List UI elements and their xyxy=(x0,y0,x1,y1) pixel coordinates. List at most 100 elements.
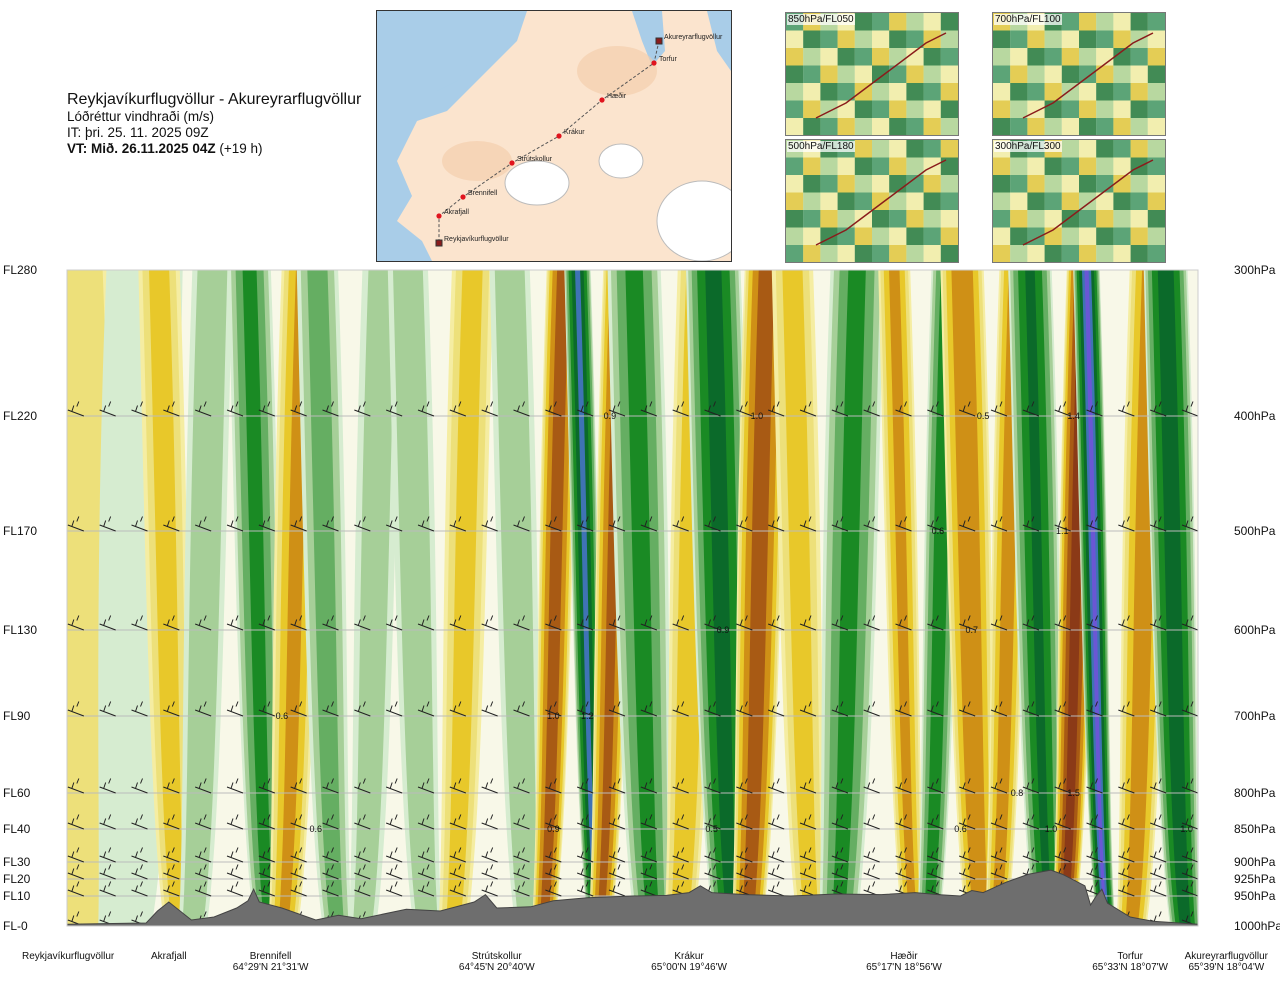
mini-map-cell xyxy=(906,65,924,83)
mini-map-cell xyxy=(1113,13,1131,31)
mini-map-700hpa[interactable]: 700hPa/FL100 xyxy=(992,12,1166,136)
wind-barb xyxy=(831,864,849,880)
mini-map-cell xyxy=(1044,157,1062,175)
mini-map-300hpa[interactable]: 300hPa/FL300 xyxy=(992,139,1166,263)
mini-map-cell xyxy=(803,210,821,228)
wind-barb xyxy=(1181,516,1198,532)
mini-map-cell xyxy=(1130,48,1148,66)
wind-barb xyxy=(990,864,1008,880)
location-name: Akureyrarflugvöllur xyxy=(1184,951,1268,962)
velocity-band xyxy=(951,270,990,926)
wind-barb xyxy=(1181,881,1198,897)
mini-map-cell xyxy=(1147,83,1165,101)
wind-barb xyxy=(958,814,976,830)
mini-map-cell xyxy=(1061,118,1079,136)
fl-label: FL40 xyxy=(3,822,31,836)
wind-barb xyxy=(322,847,339,863)
mini-map-cell xyxy=(1130,83,1148,101)
wind-barb xyxy=(640,516,658,532)
mini-map-cell xyxy=(1010,210,1028,228)
wind-barb xyxy=(736,516,753,532)
mini-map-cell xyxy=(1096,30,1114,48)
wind-barb xyxy=(863,401,880,417)
wind-barb xyxy=(36,262,52,270)
wind-barb xyxy=(67,701,85,717)
mini-map-cell xyxy=(1079,157,1097,175)
wind-barb xyxy=(513,847,530,863)
mini-map-cell xyxy=(1113,118,1131,136)
wind-barb xyxy=(545,615,562,631)
wind-barb xyxy=(990,401,1008,417)
mini-map-cell xyxy=(889,48,907,66)
mini-map-cell xyxy=(837,210,855,228)
wind-barb xyxy=(417,881,435,897)
wind-barb xyxy=(290,401,307,417)
wind-barb xyxy=(513,881,530,897)
mini-map-cell xyxy=(1096,13,1114,31)
mini-map-cell xyxy=(1113,48,1131,66)
mini-map-cell xyxy=(1130,100,1148,118)
mini-map-cell xyxy=(1044,175,1062,193)
mini-map-cell xyxy=(837,245,855,263)
wind-barb xyxy=(608,847,626,863)
mini-map-500hpa[interactable]: 500hPa/FL180 xyxy=(785,139,959,263)
wind-barb xyxy=(736,778,753,794)
route-map: Akureyrarflugvöllur Torfur Hæðir Krákur Strú… xyxy=(376,10,748,262)
mini-map-cell xyxy=(1010,192,1028,210)
mini-map-cell xyxy=(786,65,804,83)
mini-map-cell xyxy=(803,100,821,118)
wind-barb xyxy=(1164,270,1167,271)
wind-barb xyxy=(99,516,116,532)
wind-barb xyxy=(36,815,52,830)
velocity-band xyxy=(1025,270,1053,926)
mini-map-850hpa[interactable]: 850hPa/FL050 xyxy=(785,12,959,136)
mini-map-cell xyxy=(786,192,804,210)
mini-map-cell xyxy=(940,118,958,136)
waypoint-marker xyxy=(509,160,515,166)
location-coord: 65°17'N 18°56'W xyxy=(866,962,942,973)
wind-barb xyxy=(305,270,307,271)
wind-barb xyxy=(831,516,849,532)
wind-barb xyxy=(67,881,85,897)
wind-barb xyxy=(258,814,276,830)
wind-barb xyxy=(704,615,721,631)
mini-map-route xyxy=(815,32,947,119)
velocity-band xyxy=(782,270,820,926)
mini-map-cell xyxy=(993,210,1011,228)
wind-barb xyxy=(1149,778,1167,794)
wind-barb xyxy=(322,701,339,717)
mini-map-cell xyxy=(820,157,838,175)
plot-frame xyxy=(66,269,1199,927)
waypoint-marker xyxy=(436,213,442,219)
mini-map-cell xyxy=(820,83,838,101)
waypoint-marker xyxy=(556,133,562,139)
mini-map-cell xyxy=(1147,175,1165,193)
hpa-label: 700hPa xyxy=(1234,709,1276,723)
mini-map-cell xyxy=(993,118,1011,136)
contour-value-label: 0.8 xyxy=(1011,788,1024,798)
location-label: Hæðir 65°17'N 18°56'W xyxy=(866,951,942,973)
wind-barb xyxy=(1118,881,1135,897)
waypoint-label: Strútskollur xyxy=(517,156,553,163)
mini-map-cell xyxy=(906,140,924,158)
mini-map-cell xyxy=(1079,192,1097,210)
wind-barb xyxy=(449,615,467,631)
highland-shading xyxy=(577,46,657,96)
fl-label: FL30 xyxy=(3,855,31,869)
mini-map-cell xyxy=(1079,100,1097,118)
location-name: Akrafjall xyxy=(150,951,187,962)
wind-barb xyxy=(990,701,1008,717)
fl-label: FL20 xyxy=(3,872,31,886)
mini-map-cell xyxy=(1010,83,1028,101)
wind-barb xyxy=(608,778,626,794)
mini-map-cell xyxy=(820,118,838,136)
wind-barb xyxy=(322,814,339,830)
mini-map-cell xyxy=(803,175,821,193)
wind-barb xyxy=(1086,814,1103,830)
valid-time: VT: Mið. 26.11.2025 04Z (+19 h) xyxy=(67,141,387,157)
mini-map-cell xyxy=(1096,227,1114,245)
mini-map-cell xyxy=(1061,157,1079,175)
wind-barb xyxy=(831,778,849,794)
wind-barb xyxy=(194,814,212,830)
mini-map-cell xyxy=(940,140,958,158)
